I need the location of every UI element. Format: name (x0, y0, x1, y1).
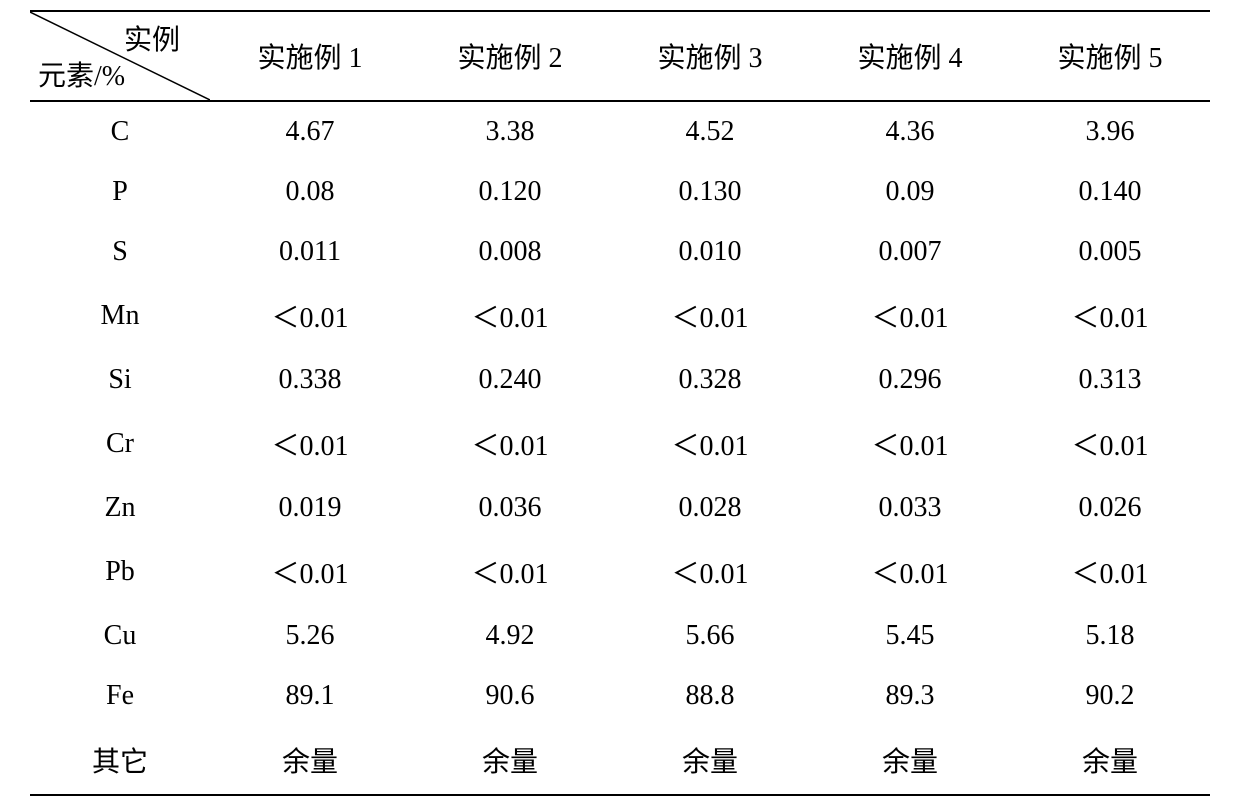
table-cell: 0.026 (1010, 478, 1210, 538)
diagonal-header-cell: 实例 元素/% (30, 11, 210, 101)
table-cell: ＜0.01 (410, 538, 610, 606)
row-label: C (30, 101, 210, 162)
row-label: Si (30, 350, 210, 410)
table-cell: ＜0.01 (810, 538, 1010, 606)
table-cell: 89.3 (810, 666, 1010, 726)
table-cell: 0.007 (810, 222, 1010, 282)
data-table: 实例 元素/% 实施例 1 实施例 2 实施例 3 实施例 4 实施例 5 C4… (30, 10, 1210, 796)
table-cell: ＜0.01 (210, 538, 410, 606)
table-cell: ＜0.01 (210, 410, 410, 478)
table-cell: 4.52 (610, 101, 810, 162)
row-label: Fe (30, 666, 210, 726)
table-row: Cr＜0.01＜0.01＜0.01＜0.01＜0.01 (30, 410, 1210, 478)
table-cell: 余量 (1010, 726, 1210, 795)
table-cell: 0.033 (810, 478, 1010, 538)
table-cell: 0.019 (210, 478, 410, 538)
row-label: P (30, 162, 210, 222)
table-cell: 0.005 (1010, 222, 1210, 282)
table-cell: 0.120 (410, 162, 610, 222)
table-cell: 0.240 (410, 350, 610, 410)
table-cell: 0.296 (810, 350, 1010, 410)
table-cell: 89.1 (210, 666, 410, 726)
table-cell: 4.67 (210, 101, 410, 162)
table-row: C4.673.384.524.363.96 (30, 101, 1210, 162)
table-row: Mn＜0.01＜0.01＜0.01＜0.01＜0.01 (30, 282, 1210, 350)
table-cell: 0.008 (410, 222, 610, 282)
table-cell: 0.09 (810, 162, 1010, 222)
table-cell: ＜0.01 (410, 410, 610, 478)
table-row: Zn0.0190.0360.0280.0330.026 (30, 478, 1210, 538)
table-cell: 0.338 (210, 350, 410, 410)
row-label: S (30, 222, 210, 282)
table-row: Pb＜0.01＜0.01＜0.01＜0.01＜0.01 (30, 538, 1210, 606)
table-cell: 0.328 (610, 350, 810, 410)
row-label: Pb (30, 538, 210, 606)
table-cell: 90.2 (1010, 666, 1210, 726)
table-cell: 88.8 (610, 666, 810, 726)
table-cell: 5.18 (1010, 606, 1210, 666)
table-cell: 4.36 (810, 101, 1010, 162)
table-cell: 5.26 (210, 606, 410, 666)
table-cell: ＜0.01 (610, 538, 810, 606)
table-cell: 余量 (610, 726, 810, 795)
diagonal-header-top: 实例 (124, 18, 180, 58)
table-cell: 0.313 (1010, 350, 1210, 410)
table-cell: 5.66 (610, 606, 810, 666)
table-cell: 0.010 (610, 222, 810, 282)
table-cell: 余量 (810, 726, 1010, 795)
table-cell: 90.6 (410, 666, 610, 726)
table-cell: 0.028 (610, 478, 810, 538)
table-cell: ＜0.01 (1010, 282, 1210, 350)
table-cell: 0.130 (610, 162, 810, 222)
table-row: Fe89.190.688.889.390.2 (30, 666, 1210, 726)
table-cell: 0.036 (410, 478, 610, 538)
table-cell: ＜0.01 (610, 410, 810, 478)
table-cell: ＜0.01 (210, 282, 410, 350)
table-cell: ＜0.01 (810, 410, 1010, 478)
column-header: 实施例 3 (610, 11, 810, 101)
table-cell: 0.011 (210, 222, 410, 282)
row-label: Cu (30, 606, 210, 666)
table-cell: ＜0.01 (610, 282, 810, 350)
table-cell: 4.92 (410, 606, 610, 666)
table-row: Si0.3380.2400.3280.2960.313 (30, 350, 1210, 410)
column-header: 实施例 5 (1010, 11, 1210, 101)
row-label: Mn (30, 282, 210, 350)
table-cell: ＜0.01 (1010, 538, 1210, 606)
column-header: 实施例 1 (210, 11, 410, 101)
row-label: Zn (30, 478, 210, 538)
table-cell: 余量 (410, 726, 610, 795)
table-cell: ＜0.01 (810, 282, 1010, 350)
table-cell: 0.08 (210, 162, 410, 222)
diagonal-header-bottom: 元素/% (38, 54, 125, 94)
table-body: C4.673.384.524.363.96P0.080.1200.1300.09… (30, 101, 1210, 795)
table-cell: 余量 (210, 726, 410, 795)
table-row: 其它余量余量余量余量余量 (30, 726, 1210, 795)
column-header: 实施例 4 (810, 11, 1010, 101)
table-cell: ＜0.01 (410, 282, 610, 350)
table-row: Cu5.264.925.665.455.18 (30, 606, 1210, 666)
table-header-row: 实例 元素/% 实施例 1 实施例 2 实施例 3 实施例 4 实施例 5 (30, 11, 1210, 101)
table-cell: 0.140 (1010, 162, 1210, 222)
table-row: P0.080.1200.1300.090.140 (30, 162, 1210, 222)
table-row: S0.0110.0080.0100.0070.005 (30, 222, 1210, 282)
table-cell: 3.96 (1010, 101, 1210, 162)
table-cell: 5.45 (810, 606, 1010, 666)
table-cell: 3.38 (410, 101, 610, 162)
row-label: 其它 (30, 726, 210, 795)
column-header: 实施例 2 (410, 11, 610, 101)
table-cell: ＜0.01 (1010, 410, 1210, 478)
row-label: Cr (30, 410, 210, 478)
